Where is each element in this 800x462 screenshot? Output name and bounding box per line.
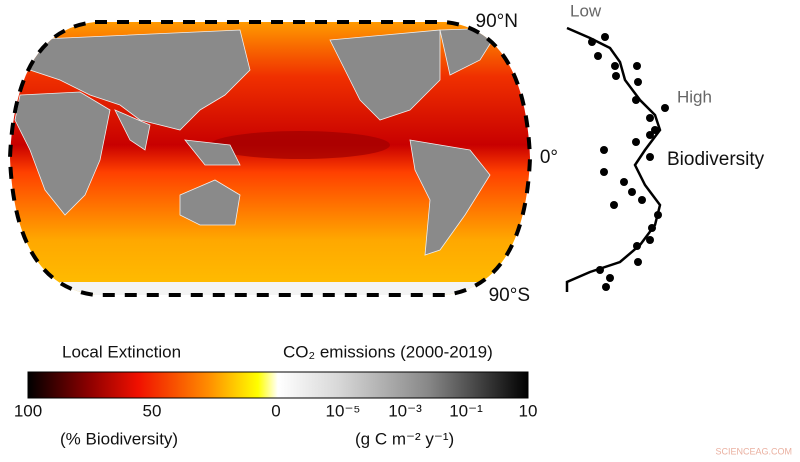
colorbar-ticks: 100 50 0 10⁻⁵ 10⁻³ 10⁻¹ 10 [14, 401, 538, 420]
colorbar-tick-label: 100 [14, 401, 42, 420]
low-label: Low [570, 1, 602, 20]
north-label: 90°N [476, 11, 518, 32]
colorbar [27, 371, 529, 399]
high-label: High [677, 87, 712, 106]
colorbar-right-title: CO₂ emissions (2000-2019) [283, 342, 493, 361]
colorbar-left-unit: (% Biodiversity) [60, 429, 178, 448]
colorbar-right-unit: (g C m⁻² y⁻¹) [355, 429, 454, 448]
south-label: 90°S [489, 285, 530, 306]
equator-label: 0° [540, 147, 558, 168]
colorbar-tick-label: 10⁻¹ [449, 401, 483, 420]
world-map [7, 20, 533, 297]
colorbar-left-title: Local Extinction [62, 342, 181, 361]
colorbar-tick-label: 50 [143, 401, 162, 420]
colorbar-tick-label: 10⁻⁵ [326, 401, 361, 420]
colorbar-tick-label: 10 [519, 401, 538, 420]
colorbar-tick-label: 0 [271, 401, 280, 420]
watermark: SCIENCEAG.COM [715, 446, 792, 456]
profile-axis-label: Biodiversity [667, 149, 765, 170]
biodiversity-profile [565, 26, 669, 292]
colorbar-tick-label: 10⁻³ [388, 401, 422, 420]
